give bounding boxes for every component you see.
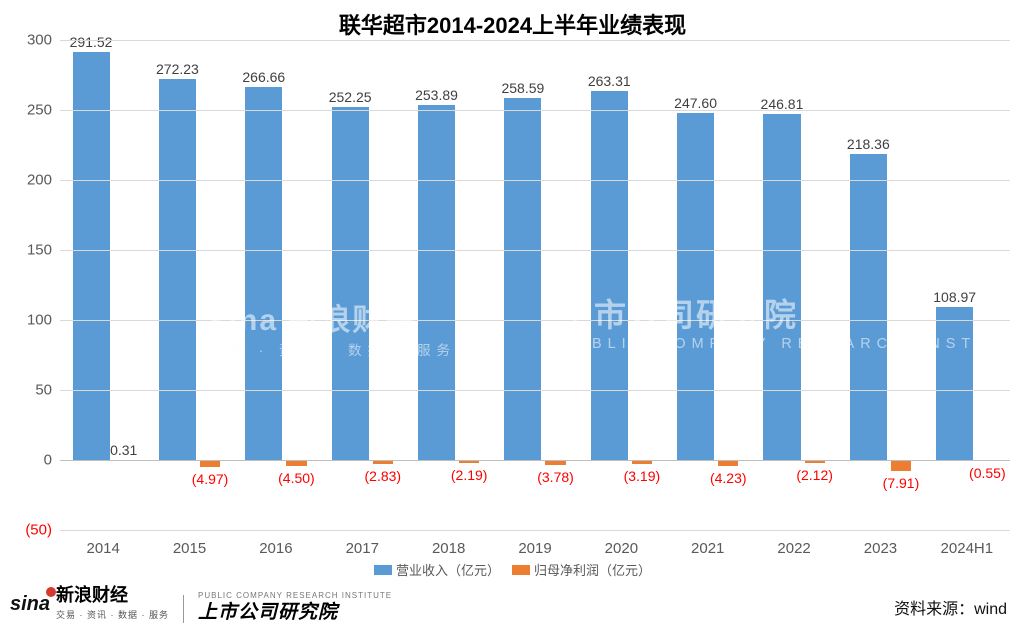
gridline: [60, 110, 1010, 111]
bar-profit: [200, 460, 220, 467]
y-axis-label: (50): [25, 522, 60, 539]
chart-container: 联华超市2014-2024上半年业绩表现 291.520.31272.23(4.…: [0, 0, 1025, 627]
x-axis-label: 2015: [173, 540, 206, 557]
bar-group: 258.59(3.78): [501, 40, 568, 530]
bar-profit-label: (3.19): [624, 468, 661, 484]
x-axis-label: 2018: [432, 540, 465, 557]
bar-profit-label: (0.55): [969, 465, 1006, 481]
bar-group: 108.97(0.55): [933, 40, 1000, 530]
bar-group: 253.89(2.19): [415, 40, 482, 530]
legend-swatch: [374, 565, 392, 575]
plot-area: 291.520.31272.23(4.97)266.66(4.50)252.25…: [60, 40, 1010, 530]
brand2-sub: PUBLIC COMPANY RESEARCH INSTITUTE: [198, 591, 392, 600]
brand-sina: sina 新浪财经 交易 · 资讯 · 数据 · 服务: [10, 586, 169, 623]
legend-swatch: [512, 565, 530, 575]
y-axis-label: 150: [27, 242, 60, 259]
bar-profit-label: (2.19): [451, 467, 488, 483]
footer-brands: sina 新浪财经 交易 · 资讯 · 数据 · 服务 PUBLIC COMPA…: [10, 586, 392, 623]
bar-revenue: [936, 307, 973, 460]
y-axis-label: 300: [27, 32, 60, 49]
bar-revenue-label: 252.25: [329, 89, 372, 105]
bar-revenue-label: 291.52: [70, 34, 113, 50]
bar-revenue: [677, 113, 714, 460]
legend-item: 营业收入（亿元）: [374, 560, 500, 579]
brand-institute: PUBLIC COMPANY RESEARCH INSTITUTE 上市公司研究…: [198, 586, 392, 623]
bar-revenue-label: 253.89: [415, 87, 458, 103]
bar-revenue-label: 266.66: [242, 69, 285, 85]
bar-revenue: [591, 91, 628, 460]
bar-profit-label: (4.50): [278, 470, 315, 486]
bar-profit-label: (7.91): [883, 475, 920, 491]
bars-layer: 291.520.31272.23(4.97)266.66(4.50)252.25…: [60, 40, 1010, 530]
bar-revenue: [245, 87, 282, 460]
source-label: 资料来源：wind: [894, 595, 1007, 619]
bar-revenue: [763, 114, 800, 460]
bar-profit-label: (2.12): [796, 467, 833, 483]
x-axis-label: 2017: [346, 540, 379, 557]
x-axis-label: 2022: [777, 540, 810, 557]
bar-revenue: [504, 98, 541, 460]
bar-group: 266.66(4.50): [242, 40, 309, 530]
bar-revenue: [73, 52, 110, 460]
x-axis-label: 2021: [691, 540, 724, 557]
bar-group: 272.23(4.97): [156, 40, 223, 530]
bar-revenue-label: 258.59: [501, 80, 544, 96]
gridline: [60, 40, 1010, 41]
gridline: [60, 180, 1010, 181]
bar-revenue-label: 272.23: [156, 61, 199, 77]
legend-label: 归母净利润（亿元）: [534, 560, 651, 579]
y-axis-label: 100: [27, 312, 60, 329]
bar-profit-label: (4.23): [710, 470, 747, 486]
brand1-main: 新浪财经: [56, 585, 128, 605]
bar-group: 291.520.31: [70, 40, 137, 530]
legend-item: 归母净利润（亿元）: [512, 560, 651, 579]
sina-eye-icon: [46, 587, 56, 597]
x-axis-label: 2014: [86, 540, 119, 557]
bar-group: 218.36(7.91): [847, 40, 914, 530]
bar-profit-label: (2.83): [364, 468, 401, 484]
bar-group: 247.60(4.23): [674, 40, 741, 530]
bar-revenue: [332, 107, 369, 460]
bar-revenue-label: 263.31: [588, 73, 631, 89]
bar-revenue-label: 108.97: [933, 289, 976, 305]
bar-profit: [891, 460, 911, 471]
sina-logo-icon: sina: [10, 593, 50, 616]
legend-label: 营业收入（亿元）: [396, 560, 500, 579]
chart-title: 联华超市2014-2024上半年业绩表现: [0, 8, 1025, 40]
bar-group: 246.81(2.12): [760, 40, 827, 530]
bar-profit-label: (4.97): [192, 471, 229, 487]
gridline: [60, 390, 1010, 391]
x-axis-label: 2020: [605, 540, 638, 557]
bar-revenue: [159, 79, 196, 460]
gridline: [60, 460, 1010, 461]
x-axis-label: 2024H1: [941, 540, 994, 557]
bar-revenue: [418, 105, 455, 460]
bar-group: 252.25(2.83): [329, 40, 396, 530]
bar-revenue-label: 247.60: [674, 95, 717, 111]
y-axis-label: 50: [35, 382, 60, 399]
brand-divider: [183, 595, 184, 623]
x-axis-label: 2023: [864, 540, 897, 557]
gridline: [60, 250, 1010, 251]
y-axis-label: 200: [27, 172, 60, 189]
bar-revenue: [850, 154, 887, 460]
gridline: [60, 530, 1010, 531]
y-axis-label: 0: [44, 452, 60, 469]
bar-group: 263.31(3.19): [588, 40, 655, 530]
y-axis-label: 250: [27, 102, 60, 119]
x-axis-label: 2019: [518, 540, 551, 557]
gridline: [60, 320, 1010, 321]
x-axis-label: 2016: [259, 540, 292, 557]
legend: 营业收入（亿元） 归母净利润（亿元）: [0, 560, 1025, 579]
bar-profit-label: (3.78): [537, 469, 574, 485]
brand2-main: 上市公司研究院: [198, 602, 338, 623]
bar-profit-label: 0.31: [110, 442, 137, 458]
brand1-sub: 交易 · 资讯 · 数据 · 服务: [56, 610, 169, 620]
footer: sina 新浪财经 交易 · 资讯 · 数据 · 服务 PUBLIC COMPA…: [0, 593, 1025, 625]
bar-revenue-label: 218.36: [847, 136, 890, 152]
